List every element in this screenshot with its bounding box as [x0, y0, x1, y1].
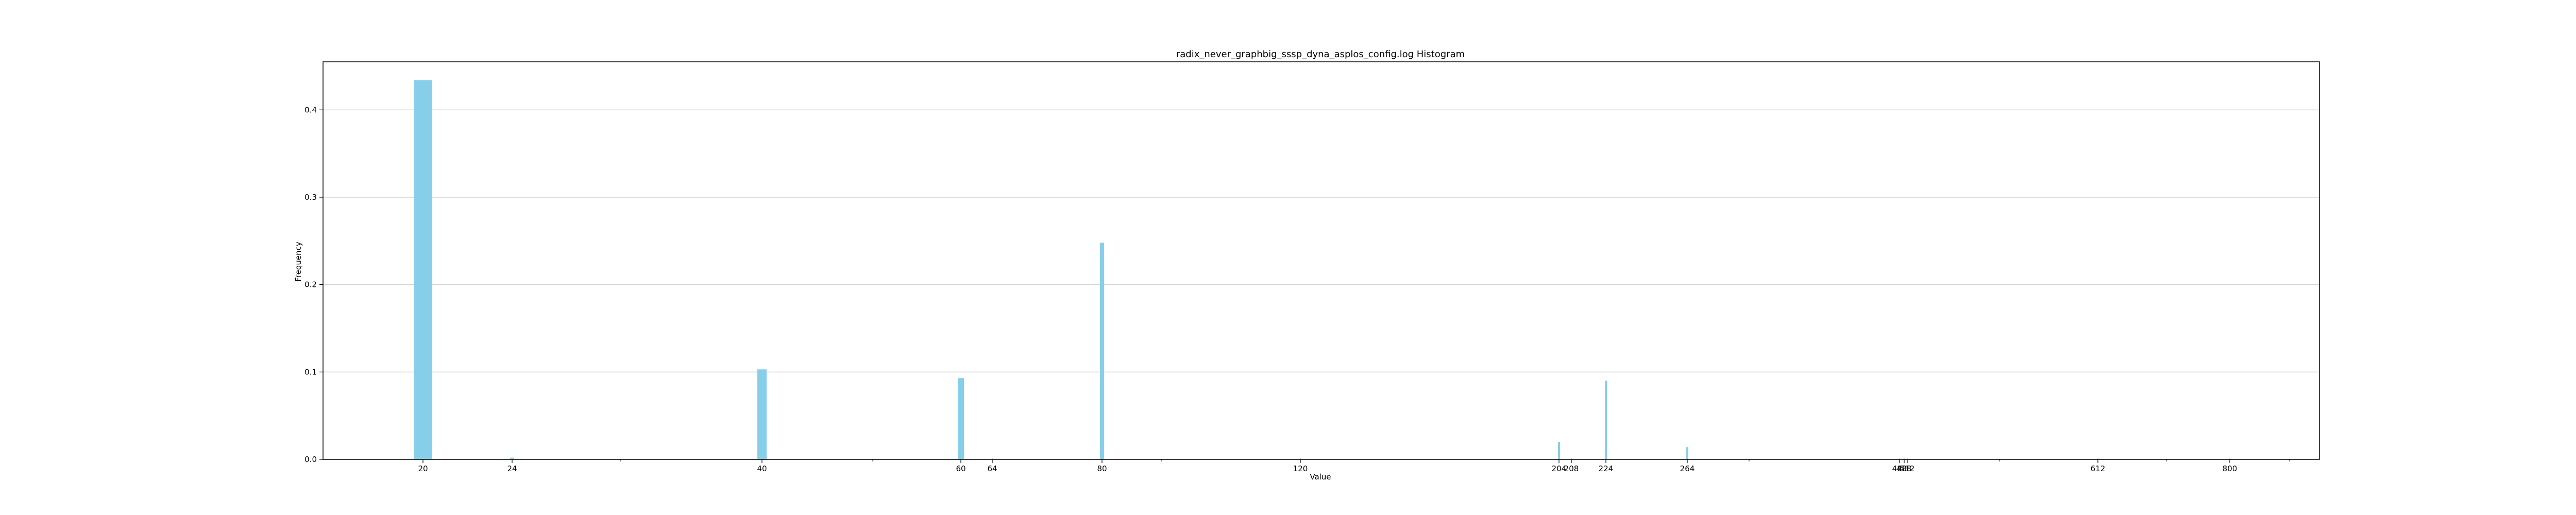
y-tick-label: 0.2: [304, 280, 317, 289]
x-tick-label: 800: [2223, 464, 2238, 473]
bar: [1903, 458, 1905, 459]
x-tick-label: 512: [1900, 464, 1915, 473]
x-tick-label: 40: [757, 464, 767, 473]
chart-title: radix_never_graphbig_sssp_dyna_asplos_co…: [1176, 49, 1465, 60]
y-tick-label: 0.3: [304, 193, 317, 202]
x-tick-label: 224: [1599, 464, 1614, 473]
x-tick-label: 264: [1680, 464, 1695, 473]
y-tick-label: 0.1: [304, 367, 317, 376]
y-axis-label: Frequency: [294, 242, 303, 282]
x-tick-label: 612: [2091, 464, 2106, 473]
x-axis-label: Value: [1310, 472, 1331, 482]
bar: [1299, 458, 1301, 459]
x-tick-label: 208: [1564, 464, 1579, 473]
y-tick-label: 0.0: [304, 455, 317, 464]
bar: [1570, 458, 1572, 459]
bar: [1686, 447, 1688, 459]
y-tick-label: 0.4: [304, 105, 317, 114]
x-tick-label: 120: [1293, 464, 1308, 473]
bar: [991, 458, 993, 459]
bar: [1899, 458, 1901, 459]
bar: [2229, 458, 2231, 459]
x-tick-label: 64: [987, 464, 997, 473]
bar: [1558, 442, 1560, 459]
x-tick-label: 20: [418, 464, 428, 473]
x-tick-label: 480: [1892, 464, 1907, 473]
bar: [1100, 243, 1104, 459]
bar: [958, 378, 964, 459]
plot-frame: [323, 61, 2320, 460]
x-tick-label: 80: [1097, 464, 1107, 473]
bar: [757, 369, 767, 459]
bar: [414, 80, 432, 460]
bar: [1605, 381, 1607, 459]
x-tick-label: 60: [956, 464, 965, 473]
bar: [510, 457, 514, 459]
bar: [1906, 458, 1908, 459]
x-tick-label: 204: [1552, 464, 1567, 473]
x-tick-label: 24: [507, 464, 517, 473]
x-tick-label: 488: [1897, 464, 1912, 473]
bar: [2097, 458, 2099, 459]
bars: [414, 80, 2231, 460]
